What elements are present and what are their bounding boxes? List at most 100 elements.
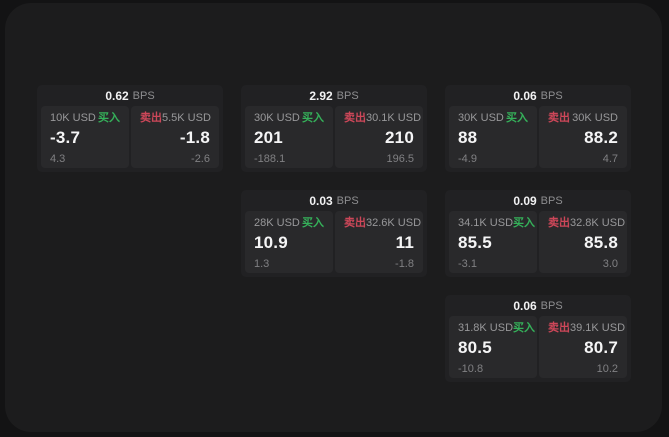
sell-size-label: 5.5K USD (162, 112, 211, 124)
buy-quote-tile[interactable]: 30K USD 买入 88 -4.9 (449, 106, 537, 168)
sell-size-label: 30K USD (572, 112, 618, 124)
spread-unit-label: BPS (336, 89, 359, 102)
sell-quote-tile[interactable]: 卖出 5.5K USD -1.8 -2.6 (131, 106, 219, 168)
sell-button[interactable]: 卖出 (548, 322, 570, 334)
buy-price-value: 85.5 (458, 233, 492, 252)
sell-price-value: -1.8 (179, 128, 210, 147)
buy-button[interactable]: 买入 (513, 322, 536, 334)
buy-quote-tile[interactable]: 30K USD 买入 201 -188.1 (245, 106, 333, 168)
buy-delta-value: -4.9 (458, 153, 477, 165)
buy-button[interactable]: 买入 (302, 112, 324, 124)
spread-header: 0.09 BPS (449, 190, 627, 211)
sell-size-label: 32.6K USD (366, 217, 422, 229)
buy-button[interactable]: 买入 (98, 112, 120, 124)
buy-quote-tile[interactable]: 10K USD 买入 -3.7 4.3 (41, 106, 129, 168)
buy-size-label: 28K USD (254, 217, 300, 229)
buy-size-label: 34.1K USD (458, 217, 514, 229)
buy-price-value: -3.7 (50, 128, 81, 147)
spread-header: 0.03 BPS (245, 190, 423, 211)
quote-card: 0.06 BPS 31.8K USD 买入 80.5 -10.8 卖出 39.1… (445, 295, 631, 382)
sell-price-value: 80.7 (584, 338, 618, 357)
sell-button[interactable]: 卖出 (140, 112, 162, 124)
spread-unit-label: BPS (540, 89, 563, 102)
buy-button[interactable]: 买入 (513, 217, 536, 229)
buy-size-label: 30K USD (458, 112, 504, 124)
buy-price-value: 88 (458, 128, 478, 147)
buy-delta-value: -188.1 (254, 153, 286, 165)
sell-tile-top-row: 卖出 32.8K USD (548, 217, 625, 230)
buy-price-value: 10.9 (254, 233, 288, 252)
buy-price-value: 80.5 (458, 338, 492, 357)
sell-price-value: 85.8 (584, 233, 618, 252)
sell-delta-value: 3.0 (602, 258, 618, 270)
quote-tiles: 31.8K USD 买入 80.5 -10.8 卖出 39.1K USD 80.… (449, 316, 627, 378)
sell-tile-top-row: 卖出 5.5K USD (140, 112, 211, 125)
buy-delta-value: 1.3 (254, 258, 270, 270)
buy-button[interactable]: 买入 (506, 112, 528, 124)
spread-unit-label: BPS (132, 89, 155, 102)
sell-delta-value: -2.6 (191, 153, 210, 165)
quote-tiles: 28K USD 买入 10.9 1.3 卖出 32.6K USD 11 -1.8 (245, 211, 423, 273)
quote-tiles: 30K USD 买入 88 -4.9 卖出 30K USD 88.2 4.7 (449, 106, 627, 168)
spread-value: 0.62 (105, 88, 129, 103)
spread-header: 0.06 BPS (449, 85, 627, 106)
buy-delta-value: -10.8 (458, 363, 484, 375)
quote-tiles: 30K USD 买入 201 -188.1 卖出 30.1K USD 210 1… (245, 106, 423, 168)
buy-quote-tile[interactable]: 28K USD 买入 10.9 1.3 (245, 211, 333, 273)
sell-delta-value: 196.5 (386, 153, 414, 165)
buy-size-label: 31.8K USD (458, 322, 514, 334)
sell-button[interactable]: 卖出 (344, 112, 366, 124)
sell-delta-value: 4.7 (602, 153, 618, 165)
buy-tile-top-row: 31.8K USD 买入 (458, 322, 535, 335)
sell-button[interactable]: 卖出 (548, 112, 570, 124)
sell-tile-top-row: 卖出 30.1K USD (344, 112, 421, 125)
sell-price-value: 88.2 (584, 128, 618, 147)
buy-tile-top-row: 30K USD 买入 (254, 112, 324, 125)
sell-button[interactable]: 卖出 (344, 217, 366, 229)
sell-quote-tile[interactable]: 卖出 39.1K USD 80.7 10.2 (539, 316, 627, 378)
spread-value: 0.06 (513, 88, 537, 103)
sell-quote-tile[interactable]: 卖出 30.1K USD 210 196.5 (335, 106, 423, 168)
buy-button[interactable]: 买入 (302, 217, 324, 229)
sell-tile-top-row: 卖出 39.1K USD (548, 322, 625, 335)
spread-value: 0.03 (309, 193, 333, 208)
sell-size-label: 39.1K USD (570, 322, 626, 334)
buy-tile-top-row: 10K USD 买入 (50, 112, 120, 125)
spread-value: 2.92 (309, 88, 333, 103)
spread-unit-label: BPS (336, 194, 359, 207)
buy-size-label: 10K USD (50, 112, 96, 124)
quote-card: 0.03 BPS 28K USD 买入 10.9 1.3 卖出 32.6K US… (241, 190, 427, 277)
buy-delta-value: 4.3 (50, 153, 66, 165)
sell-tile-top-row: 卖出 32.6K USD (344, 217, 421, 230)
sell-quote-tile[interactable]: 卖出 32.8K USD 85.8 3.0 (539, 211, 627, 273)
quote-card: 2.92 BPS 30K USD 买入 201 -188.1 卖出 30.1K … (241, 85, 427, 172)
buy-price-value: 201 (254, 128, 283, 147)
buy-quote-tile[interactable]: 31.8K USD 买入 80.5 -10.8 (449, 316, 537, 378)
buy-size-label: 30K USD (254, 112, 300, 124)
sell-quote-tile[interactable]: 卖出 32.6K USD 11 -1.8 (335, 211, 423, 273)
buy-tile-top-row: 34.1K USD 买入 (458, 217, 535, 230)
sell-quote-tile[interactable]: 卖出 30K USD 88.2 4.7 (539, 106, 627, 168)
spread-unit-label: BPS (540, 299, 563, 312)
sell-delta-value: 10.2 (596, 363, 618, 375)
sell-delta-value: -1.8 (395, 258, 414, 270)
buy-tile-top-row: 30K USD 买入 (458, 112, 528, 125)
spread-unit-label: BPS (540, 194, 563, 207)
quote-card: 0.06 BPS 30K USD 买入 88 -4.9 卖出 30K USD 8… (445, 85, 631, 172)
sell-size-label: 30.1K USD (366, 112, 422, 124)
buy-tile-top-row: 28K USD 买入 (254, 217, 324, 230)
spread-value: 0.09 (513, 193, 537, 208)
dashboard-panel: 0.62 BPS 10K USD 买入 -3.7 4.3 卖出 5.5K USD… (5, 3, 662, 432)
quote-tiles: 10K USD 买入 -3.7 4.3 卖出 5.5K USD -1.8 -2.… (41, 106, 219, 168)
spread-value: 0.06 (513, 298, 537, 313)
buy-delta-value: -3.1 (458, 258, 477, 270)
quote-tiles: 34.1K USD 买入 85.5 -3.1 卖出 32.8K USD 85.8… (449, 211, 627, 273)
quote-card: 0.09 BPS 34.1K USD 买入 85.5 -3.1 卖出 32.8K… (445, 190, 631, 277)
sell-tile-top-row: 卖出 30K USD (548, 112, 618, 125)
sell-button[interactable]: 卖出 (548, 217, 570, 229)
sell-size-label: 32.8K USD (570, 217, 626, 229)
quote-card-grid: 0.62 BPS 10K USD 买入 -3.7 4.3 卖出 5.5K USD… (37, 85, 631, 382)
quote-card: 0.62 BPS 10K USD 买入 -3.7 4.3 卖出 5.5K USD… (37, 85, 223, 172)
buy-quote-tile[interactable]: 34.1K USD 买入 85.5 -3.1 (449, 211, 537, 273)
